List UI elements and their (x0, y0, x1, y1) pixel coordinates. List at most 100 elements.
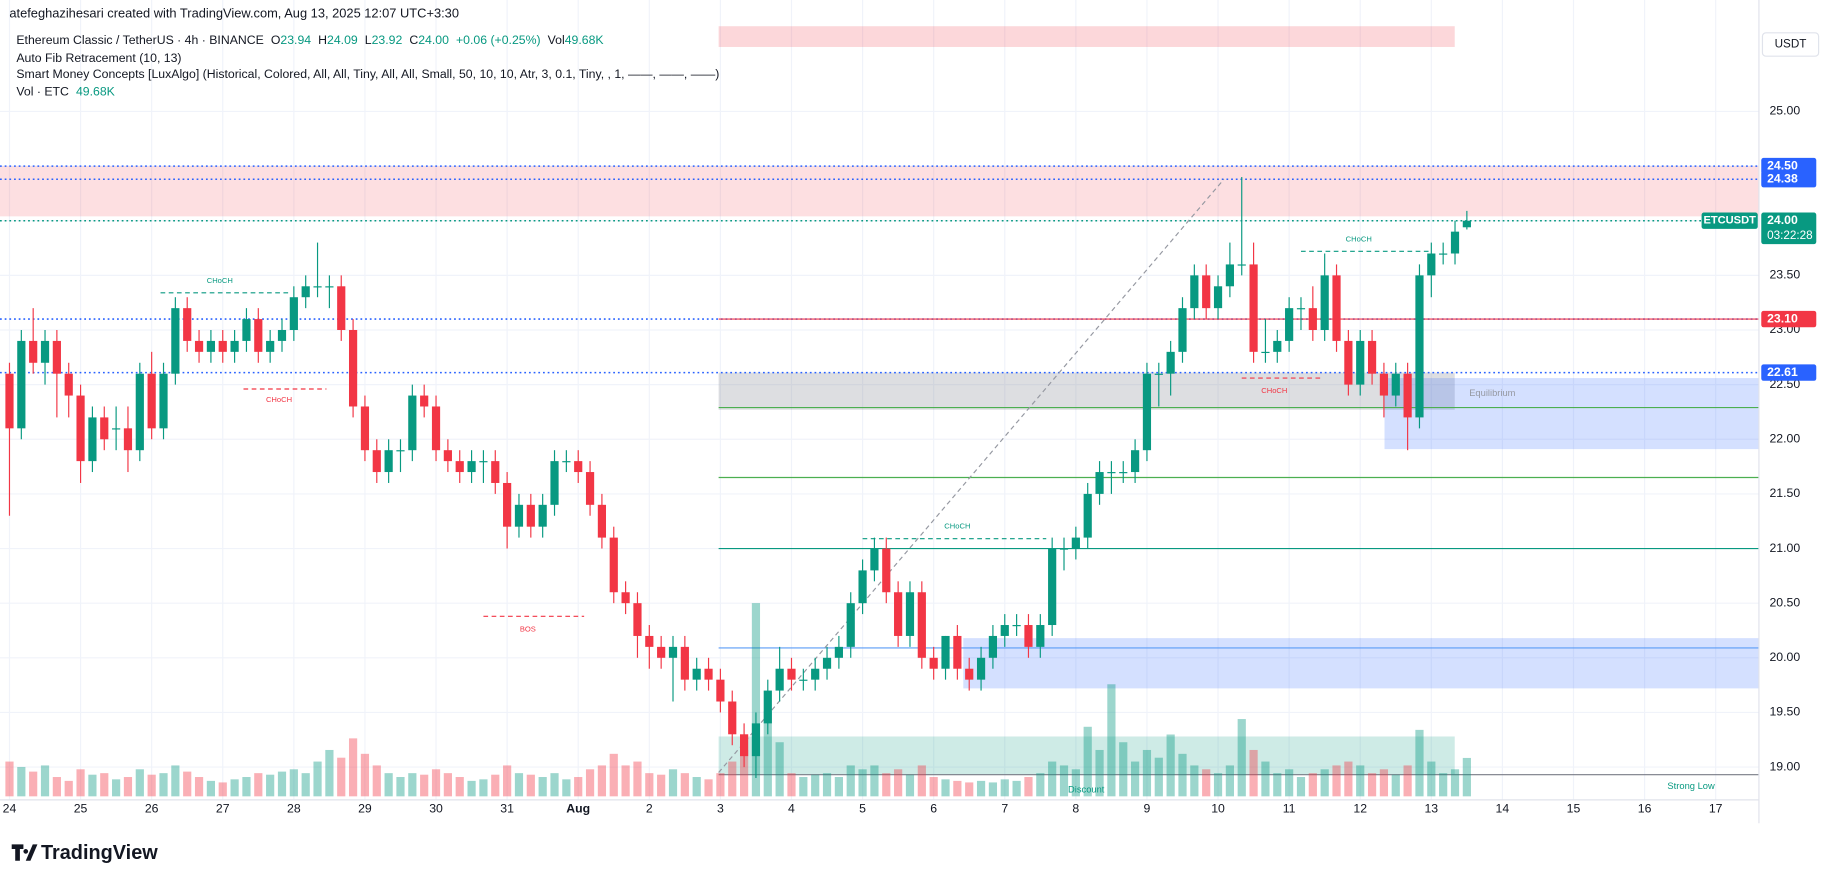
volume-bar (1273, 773, 1282, 797)
candle-body (384, 450, 393, 473)
volume-bar (455, 777, 464, 797)
candle-body (479, 461, 488, 463)
volume-bar (1344, 761, 1353, 797)
volume-bar (5, 761, 14, 797)
volume-bar (313, 761, 322, 797)
candle-body (147, 373, 156, 429)
volume-bar (1000, 779, 1009, 797)
volume-bar (206, 780, 216, 797)
candle-body (1225, 264, 1234, 287)
candle-body (1142, 373, 1152, 451)
candle-body (206, 340, 216, 352)
candle-body (289, 297, 298, 330)
candle-body (1048, 548, 1057, 626)
candle-body (360, 406, 370, 451)
annotation: CHoCH (207, 276, 233, 285)
candle-body (1427, 253, 1436, 276)
volume-bar (1202, 769, 1211, 797)
volume-bar (1190, 765, 1199, 797)
volume-bar (1024, 777, 1033, 797)
last-price-badge (1761, 212, 1817, 245)
candle-body (858, 570, 867, 604)
candle-body (76, 395, 85, 462)
currency-button[interactable] (1761, 32, 1820, 57)
candle-body (1213, 286, 1223, 309)
volume-bar (526, 774, 535, 797)
candle-body (100, 417, 109, 440)
volume-bar (431, 769, 441, 797)
candle-body (775, 668, 784, 691)
candle-body (1391, 373, 1400, 396)
volume-bar (301, 773, 310, 797)
volume-bar (1379, 769, 1389, 797)
volume-bar (799, 777, 808, 797)
zone (963, 638, 1759, 689)
currency[interactable]: USDT (1775, 38, 1807, 51)
volume-bar (254, 773, 263, 797)
volume-bar (467, 780, 476, 797)
legend-value: 24.00 (418, 33, 449, 47)
x-tick-label: 4 (788, 801, 795, 815)
candle-body (657, 646, 666, 658)
candle-body (894, 592, 903, 636)
candle-body (431, 406, 441, 451)
candle-body (1000, 625, 1009, 636)
candle-body (17, 340, 26, 429)
x-tick-label: 8 (1072, 801, 1079, 815)
volume-bar (976, 780, 986, 797)
candle-body (64, 373, 73, 396)
candle-body (396, 450, 405, 452)
volume-value: 49.68K (76, 85, 116, 99)
volume-bar (1178, 753, 1187, 797)
y-tick-label: 20.50 (1769, 595, 1800, 609)
volume-bar (680, 773, 689, 797)
countdown: 03:22:28 (1767, 229, 1812, 242)
x-tick-label: 11 (1283, 801, 1296, 815)
y-tick-label: 23.50 (1769, 268, 1800, 282)
candle-body (1083, 493, 1092, 538)
volume-bar (479, 779, 488, 797)
annotation: Discount (1068, 784, 1105, 794)
y-tick-label: 22.00 (1769, 432, 1800, 446)
volume-bar (1059, 765, 1069, 797)
candle-body (372, 450, 381, 473)
x-tick-label: 27 (216, 801, 230, 815)
volume-bar (337, 757, 346, 797)
volume-bar (1071, 769, 1080, 797)
volume-bar (621, 765, 630, 797)
volume-bar (609, 753, 618, 797)
volume-bar (905, 774, 915, 797)
volume-bar (491, 774, 500, 797)
volume-bar (230, 779, 239, 797)
candle-body (183, 308, 192, 341)
volume-bar (88, 774, 97, 797)
candle-body (965, 668, 974, 680)
volume-bar (668, 769, 678, 797)
volume-bar (1285, 769, 1294, 797)
volume-bar (443, 773, 452, 797)
candle-body (337, 286, 346, 330)
zone (1384, 378, 1759, 450)
candle-body (420, 395, 429, 407)
candle-body (929, 657, 938, 669)
logo: TradingView (11, 842, 158, 864)
volume-bar (171, 765, 180, 797)
candle-body (811, 668, 820, 680)
candle-body (633, 603, 642, 636)
volume-bar (1012, 780, 1021, 797)
candle-body (1308, 308, 1317, 330)
candle-body (266, 340, 275, 352)
volume-bar (1391, 774, 1400, 797)
annotation: CHoCH (266, 395, 292, 404)
candle-body (704, 668, 713, 680)
legend-key: L (365, 33, 372, 47)
candle-body (325, 286, 334, 288)
candle-body (254, 319, 263, 352)
annotation: CHoCH (944, 522, 970, 531)
candle-body (1237, 264, 1246, 266)
volume-bar (396, 777, 405, 797)
x-tick-label: Aug (566, 801, 590, 815)
volume-bar (289, 769, 298, 797)
volume-bar (657, 774, 666, 797)
